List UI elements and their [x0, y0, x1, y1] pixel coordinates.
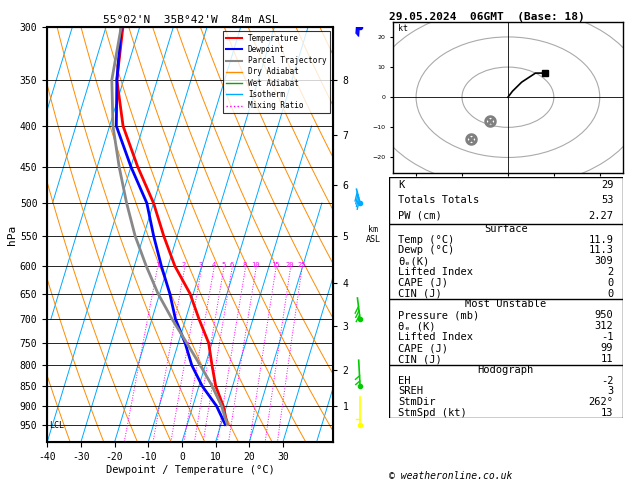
Text: Dewp (°C): Dewp (°C) — [398, 245, 454, 256]
Text: 11.9: 11.9 — [588, 235, 613, 245]
Title: 55°02'N  35B°42'W  84m ASL: 55°02'N 35B°42'W 84m ASL — [103, 15, 278, 25]
Text: 2.27: 2.27 — [588, 211, 613, 221]
Text: LCL: LCL — [49, 421, 64, 430]
Text: 15: 15 — [271, 261, 279, 268]
Text: 3: 3 — [607, 386, 613, 396]
Legend: Temperature, Dewpoint, Parcel Trajectory, Dry Adiabat, Wet Adiabat, Isotherm, Mi: Temperature, Dewpoint, Parcel Trajectory… — [223, 31, 330, 113]
Text: EH: EH — [398, 376, 411, 385]
Y-axis label: hPa: hPa — [7, 225, 17, 244]
Text: © weatheronline.co.uk: © weatheronline.co.uk — [389, 471, 512, 481]
Text: SREH: SREH — [398, 386, 423, 396]
Text: CIN (J): CIN (J) — [398, 354, 442, 364]
Text: 10: 10 — [251, 261, 260, 268]
Text: CAPE (J): CAPE (J) — [398, 343, 448, 353]
Text: 4: 4 — [211, 261, 216, 268]
Text: 6: 6 — [230, 261, 233, 268]
Text: θₑ (K): θₑ (K) — [398, 321, 435, 331]
FancyBboxPatch shape — [389, 224, 623, 299]
Text: 25: 25 — [297, 261, 306, 268]
Text: -1: -1 — [601, 332, 613, 342]
Text: StmSpd (kt): StmSpd (kt) — [398, 408, 467, 417]
Text: 20: 20 — [286, 261, 294, 268]
X-axis label: Dewpoint / Temperature (°C): Dewpoint / Temperature (°C) — [106, 465, 275, 475]
Text: 1: 1 — [155, 261, 159, 268]
Text: 262°: 262° — [588, 397, 613, 407]
Text: Lifted Index: Lifted Index — [398, 332, 473, 342]
Text: Temp (°C): Temp (°C) — [398, 235, 454, 245]
Text: 29.05.2024  06GMT  (Base: 18): 29.05.2024 06GMT (Base: 18) — [389, 12, 584, 22]
Text: 53: 53 — [601, 195, 613, 206]
Text: K: K — [398, 180, 404, 190]
Text: 8: 8 — [243, 261, 247, 268]
Text: 309: 309 — [594, 256, 613, 266]
Text: 2: 2 — [607, 267, 613, 277]
Text: 0: 0 — [607, 289, 613, 298]
Text: Pressure (mb): Pressure (mb) — [398, 310, 479, 320]
Text: StmDir: StmDir — [398, 397, 435, 407]
Text: Hodograph: Hodograph — [477, 365, 534, 375]
Text: 99: 99 — [601, 343, 613, 353]
Text: 5: 5 — [221, 261, 225, 268]
FancyBboxPatch shape — [389, 177, 623, 224]
Text: Most Unstable: Most Unstable — [465, 299, 547, 310]
Text: 2: 2 — [182, 261, 186, 268]
Text: θₑ(K): θₑ(K) — [398, 256, 430, 266]
Text: 11: 11 — [601, 354, 613, 364]
Text: CAPE (J): CAPE (J) — [398, 278, 448, 288]
Text: 11.3: 11.3 — [588, 245, 613, 256]
Text: 312: 312 — [594, 321, 613, 331]
FancyBboxPatch shape — [389, 364, 623, 418]
Text: CIN (J): CIN (J) — [398, 289, 442, 298]
Text: 29: 29 — [601, 180, 613, 190]
Y-axis label: km
ASL: km ASL — [366, 225, 381, 244]
Text: 3: 3 — [199, 261, 203, 268]
Text: kt: kt — [398, 24, 408, 33]
Text: 0: 0 — [607, 278, 613, 288]
FancyBboxPatch shape — [389, 299, 623, 364]
Text: 13: 13 — [601, 408, 613, 417]
Text: Totals Totals: Totals Totals — [398, 195, 479, 206]
Text: Lifted Index: Lifted Index — [398, 267, 473, 277]
Text: PW (cm): PW (cm) — [398, 211, 442, 221]
Text: Surface: Surface — [484, 224, 528, 234]
Text: -2: -2 — [601, 376, 613, 385]
Text: 950: 950 — [594, 310, 613, 320]
